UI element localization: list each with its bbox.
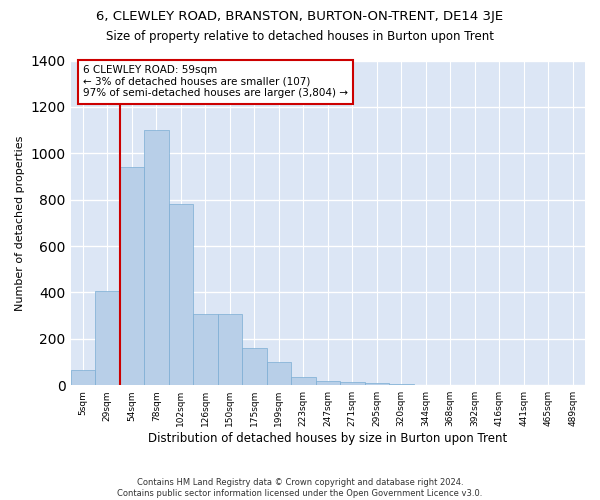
Bar xyxy=(95,292,119,385)
Text: 6 CLEWLEY ROAD: 59sqm
← 3% of detached houses are smaller (107)
97% of semi-deta: 6 CLEWLEY ROAD: 59sqm ← 3% of detached h… xyxy=(83,65,348,98)
Bar xyxy=(266,362,291,385)
Bar xyxy=(316,380,340,385)
Bar xyxy=(340,382,365,385)
Text: 6, CLEWLEY ROAD, BRANSTON, BURTON-ON-TRENT, DE14 3JE: 6, CLEWLEY ROAD, BRANSTON, BURTON-ON-TRE… xyxy=(97,10,503,23)
Bar xyxy=(119,167,144,385)
Bar xyxy=(291,377,316,385)
Text: Contains HM Land Registry data © Crown copyright and database right 2024.
Contai: Contains HM Land Registry data © Crown c… xyxy=(118,478,482,498)
Bar xyxy=(365,383,389,385)
Bar xyxy=(169,204,193,385)
Bar xyxy=(71,370,95,385)
X-axis label: Distribution of detached houses by size in Burton upon Trent: Distribution of detached houses by size … xyxy=(148,432,508,445)
Bar xyxy=(413,384,438,385)
Text: Size of property relative to detached houses in Burton upon Trent: Size of property relative to detached ho… xyxy=(106,30,494,43)
Bar xyxy=(144,130,169,385)
Bar xyxy=(218,314,242,385)
Y-axis label: Number of detached properties: Number of detached properties xyxy=(15,135,25,310)
Bar xyxy=(389,384,413,385)
Bar xyxy=(242,348,266,385)
Bar xyxy=(193,314,218,385)
